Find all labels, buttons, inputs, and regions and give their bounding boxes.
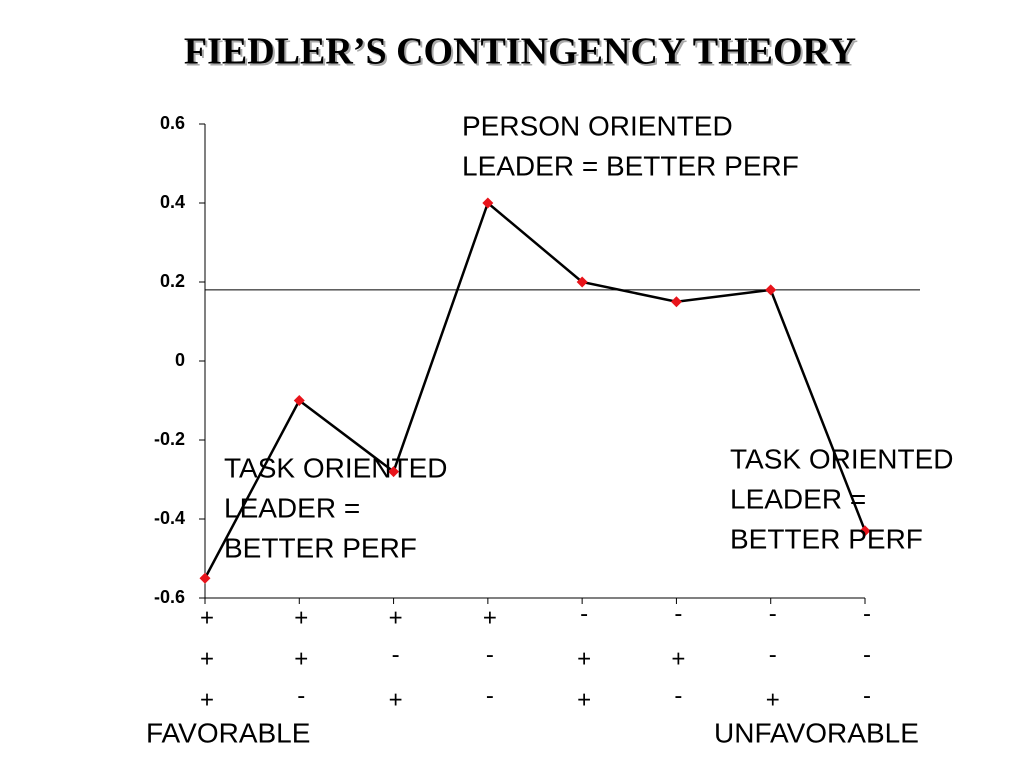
- data-point: [293, 395, 305, 406]
- category-sign: +: [294, 645, 308, 672]
- category-sign: +: [389, 604, 403, 631]
- category-sign: +: [294, 604, 308, 631]
- category-sign: -: [297, 682, 305, 709]
- category-sign: -: [769, 600, 777, 627]
- category-sign: -: [392, 641, 400, 668]
- annotation: TASK ORIENTED: [224, 452, 448, 483]
- data-line: [203, 200, 867, 579]
- category-sign: +: [200, 604, 214, 631]
- category-sign: -: [863, 600, 871, 627]
- y-tick-label: -0.4: [154, 508, 185, 528]
- data-point: [765, 284, 777, 296]
- category-sign: +: [671, 645, 685, 672]
- y-tick-label: 0.4: [160, 192, 185, 212]
- y-tick-label: 0.2: [160, 271, 185, 291]
- annotation: PERSON ORIENTED: [462, 110, 733, 141]
- data-point: [482, 197, 494, 209]
- category-sign: +: [577, 686, 591, 713]
- y-tick-label: -0.2: [154, 429, 185, 449]
- annotation: LEADER = BETTER PERF: [462, 150, 799, 181]
- category-sign: -: [863, 682, 871, 709]
- data-point: [576, 276, 588, 288]
- x-end-label: FAVORABLE: [146, 717, 310, 748]
- annotation: LEADER =: [730, 483, 866, 514]
- category-sign: +: [200, 686, 214, 713]
- y-tick-label: 0: [175, 350, 185, 370]
- annotation: TASK ORIENTED: [730, 443, 954, 474]
- category-sign: +: [766, 686, 780, 713]
- annotation: BETTER PERF: [730, 523, 923, 554]
- category-sign: +: [389, 686, 403, 713]
- category-sign: +: [483, 604, 497, 631]
- data-point: [388, 466, 400, 478]
- data-point: [670, 296, 682, 308]
- chart-title: FIEDLER’S CONTINGENCY THEORY: [184, 31, 856, 73]
- category-sign: -: [674, 682, 682, 709]
- category-sign: -: [486, 682, 494, 709]
- category-sign: +: [577, 645, 591, 672]
- category-sign: -: [863, 641, 871, 668]
- category-sign: -: [769, 641, 777, 668]
- category-sign: -: [674, 600, 682, 627]
- y-tick-label: -0.6: [154, 587, 185, 607]
- category-sign: +: [200, 645, 214, 672]
- title-shadow: FIEDLER’S CONTINGENCY THEORY: [186, 33, 858, 75]
- annotation: BETTER PERF: [224, 532, 417, 563]
- data-point: [859, 525, 871, 537]
- annotation: LEADER =: [224, 492, 360, 523]
- category-sign: -: [486, 641, 494, 668]
- category-sign: -: [580, 600, 588, 627]
- y-tick-label: 0.6: [160, 113, 185, 133]
- x-end-label: UNFAVORABLE: [714, 717, 919, 748]
- data-point: [199, 572, 211, 584]
